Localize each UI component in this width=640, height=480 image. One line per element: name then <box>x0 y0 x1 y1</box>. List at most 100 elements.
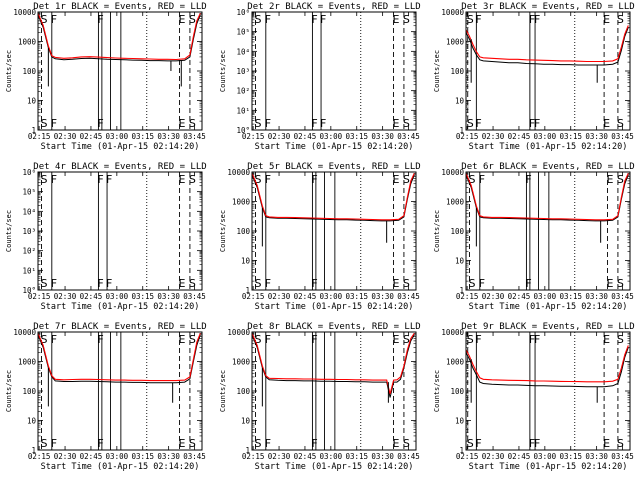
panel-title: Det 2r BLACK = Events, RED = LLD <box>247 2 420 12</box>
y-axis-label: Counts/sec <box>219 210 227 252</box>
y-tick-label: 1 <box>459 446 464 455</box>
marker-label: F <box>97 277 103 290</box>
marker-label: S <box>403 437 410 450</box>
marker-label: S <box>254 173 261 186</box>
x-tick-label: 03:15 <box>559 292 582 301</box>
panel-det-9r: Det 9r BLACK = Events, RED = LLD Start Ti… <box>433 322 635 472</box>
x-tick-label: 03:00 <box>534 132 557 141</box>
y-tick-label: 10² <box>22 247 36 256</box>
y-tick-label: 10 <box>241 257 251 266</box>
marker-label: S <box>40 277 47 290</box>
marker-label: E <box>393 117 400 130</box>
y-tick-label: 10° <box>22 286 36 295</box>
marker-label: F <box>529 437 535 450</box>
y-tick-label: 1 <box>245 286 250 295</box>
x-tick-label: 02:15 <box>456 452 479 461</box>
x-tick-label: 03:45 <box>183 292 206 301</box>
x-tick-label: 03:45 <box>397 452 420 461</box>
x-tick-label: 02:30 <box>482 452 505 461</box>
marker-label: F <box>534 333 540 346</box>
y-tick-label: 10 <box>27 417 37 426</box>
marker-label: E <box>393 173 400 186</box>
x-tick-label: 03:00 <box>534 292 557 301</box>
series-events-line <box>465 27 629 66</box>
y-tick-label: 1 <box>459 126 464 135</box>
marker-label: S <box>403 333 410 346</box>
x-tick-label: 03:00 <box>320 292 343 301</box>
plot-frame <box>251 331 417 451</box>
x-tick-label: 03:15 <box>345 452 368 461</box>
x-axis-label: Start Time (01-Apr-15 02:14:20) <box>469 462 628 472</box>
x-axis-label: Start Time (01-Apr-15 02:14:20) <box>469 142 628 152</box>
y-tick-label: 10¹ <box>236 106 250 115</box>
x-axis-label: Start Time (01-Apr-15 02:14:20) <box>41 142 200 152</box>
marker-label: E <box>393 333 400 346</box>
y-tick-label: 10² <box>236 87 250 96</box>
x-tick-label: 03:15 <box>345 132 368 141</box>
marker-label: F <box>529 117 535 130</box>
x-tick-label: 02:45 <box>508 132 531 141</box>
series-events-line <box>465 174 629 222</box>
x-tick-label: 03:45 <box>183 132 206 141</box>
marker-label: S <box>467 333 474 346</box>
x-tick-label: 03:15 <box>131 292 154 301</box>
x-tick-label: 03:30 <box>157 452 180 461</box>
x-tick-label: 02:15 <box>28 132 51 141</box>
marker-label: S <box>617 117 624 130</box>
marker-label: F <box>97 173 103 186</box>
plot-frame <box>37 11 203 131</box>
marker-label: S <box>254 13 261 26</box>
y-tick-label: 100 <box>236 387 250 396</box>
marker-label: F <box>97 437 103 450</box>
x-tick-label: 02:30 <box>482 292 505 301</box>
y-tick-label: 10⁵ <box>22 188 36 197</box>
x-tick-label: 03:15 <box>559 132 582 141</box>
series-lld-line <box>251 332 415 395</box>
y-tick-label: 1 <box>31 446 36 455</box>
x-tick-label: 03:00 <box>106 452 129 461</box>
x-tick-label: 02:45 <box>80 292 103 301</box>
panel-det-4r: Det 4r BLACK = Events, RED = LLD Start Ti… <box>5 162 207 312</box>
panel-title: Det 5r BLACK = Events, RED = LLD <box>247 162 420 172</box>
x-tick-label: 03:30 <box>585 292 608 301</box>
y-tick-label: 1 <box>245 446 250 455</box>
series-lld-line <box>465 25 629 63</box>
x-tick-label: 03:15 <box>345 292 368 301</box>
x-axis-label: Start Time (01-Apr-15 02:14:20) <box>255 462 414 472</box>
series-events-line <box>251 174 415 222</box>
marker-label: S <box>617 333 624 346</box>
marker-label: F <box>475 333 481 346</box>
marker-label: S <box>40 13 47 26</box>
panel-det-5r: Det 5r BLACK = Events, RED = LLD Start Ti… <box>219 162 421 312</box>
x-tick-label: 02:15 <box>28 452 51 461</box>
x-tick-label: 02:45 <box>80 452 103 461</box>
series-events-line <box>251 334 415 398</box>
series-lld-line <box>251 173 415 221</box>
marker-label: S <box>254 277 261 290</box>
y-tick-label: 10¹ <box>22 266 36 275</box>
y-tick-label: 10 <box>455 97 465 106</box>
y-tick-label: 10 <box>455 257 465 266</box>
x-tick-label: 03:45 <box>611 452 634 461</box>
marker-label: S <box>254 437 261 450</box>
y-axis-label: Counts/sec <box>433 50 441 92</box>
marker-label: F <box>529 13 535 26</box>
panel-title: Det 3r BLACK = Events, RED = LLD <box>461 2 634 12</box>
marker-label: S <box>40 333 47 346</box>
x-tick-label: 02:45 <box>294 452 317 461</box>
plot-frame <box>465 171 631 291</box>
marker-label: F <box>97 333 103 346</box>
marker-label: F <box>106 173 112 186</box>
x-axis-label: Start Time (01-Apr-15 02:14:20) <box>41 302 200 312</box>
marker-label: E <box>393 277 400 290</box>
panel-title: Det 8r BLACK = Events, RED = LLD <box>247 322 420 332</box>
marker-label: F <box>51 333 57 346</box>
y-tick-label: 10000 <box>441 8 464 17</box>
x-tick-label: 03:45 <box>611 132 634 141</box>
x-tick-label: 03:00 <box>106 132 129 141</box>
marker-label: S <box>189 333 196 346</box>
marker-label: F <box>51 277 57 290</box>
marker-label: F <box>51 173 57 186</box>
series-events-line <box>37 334 201 384</box>
